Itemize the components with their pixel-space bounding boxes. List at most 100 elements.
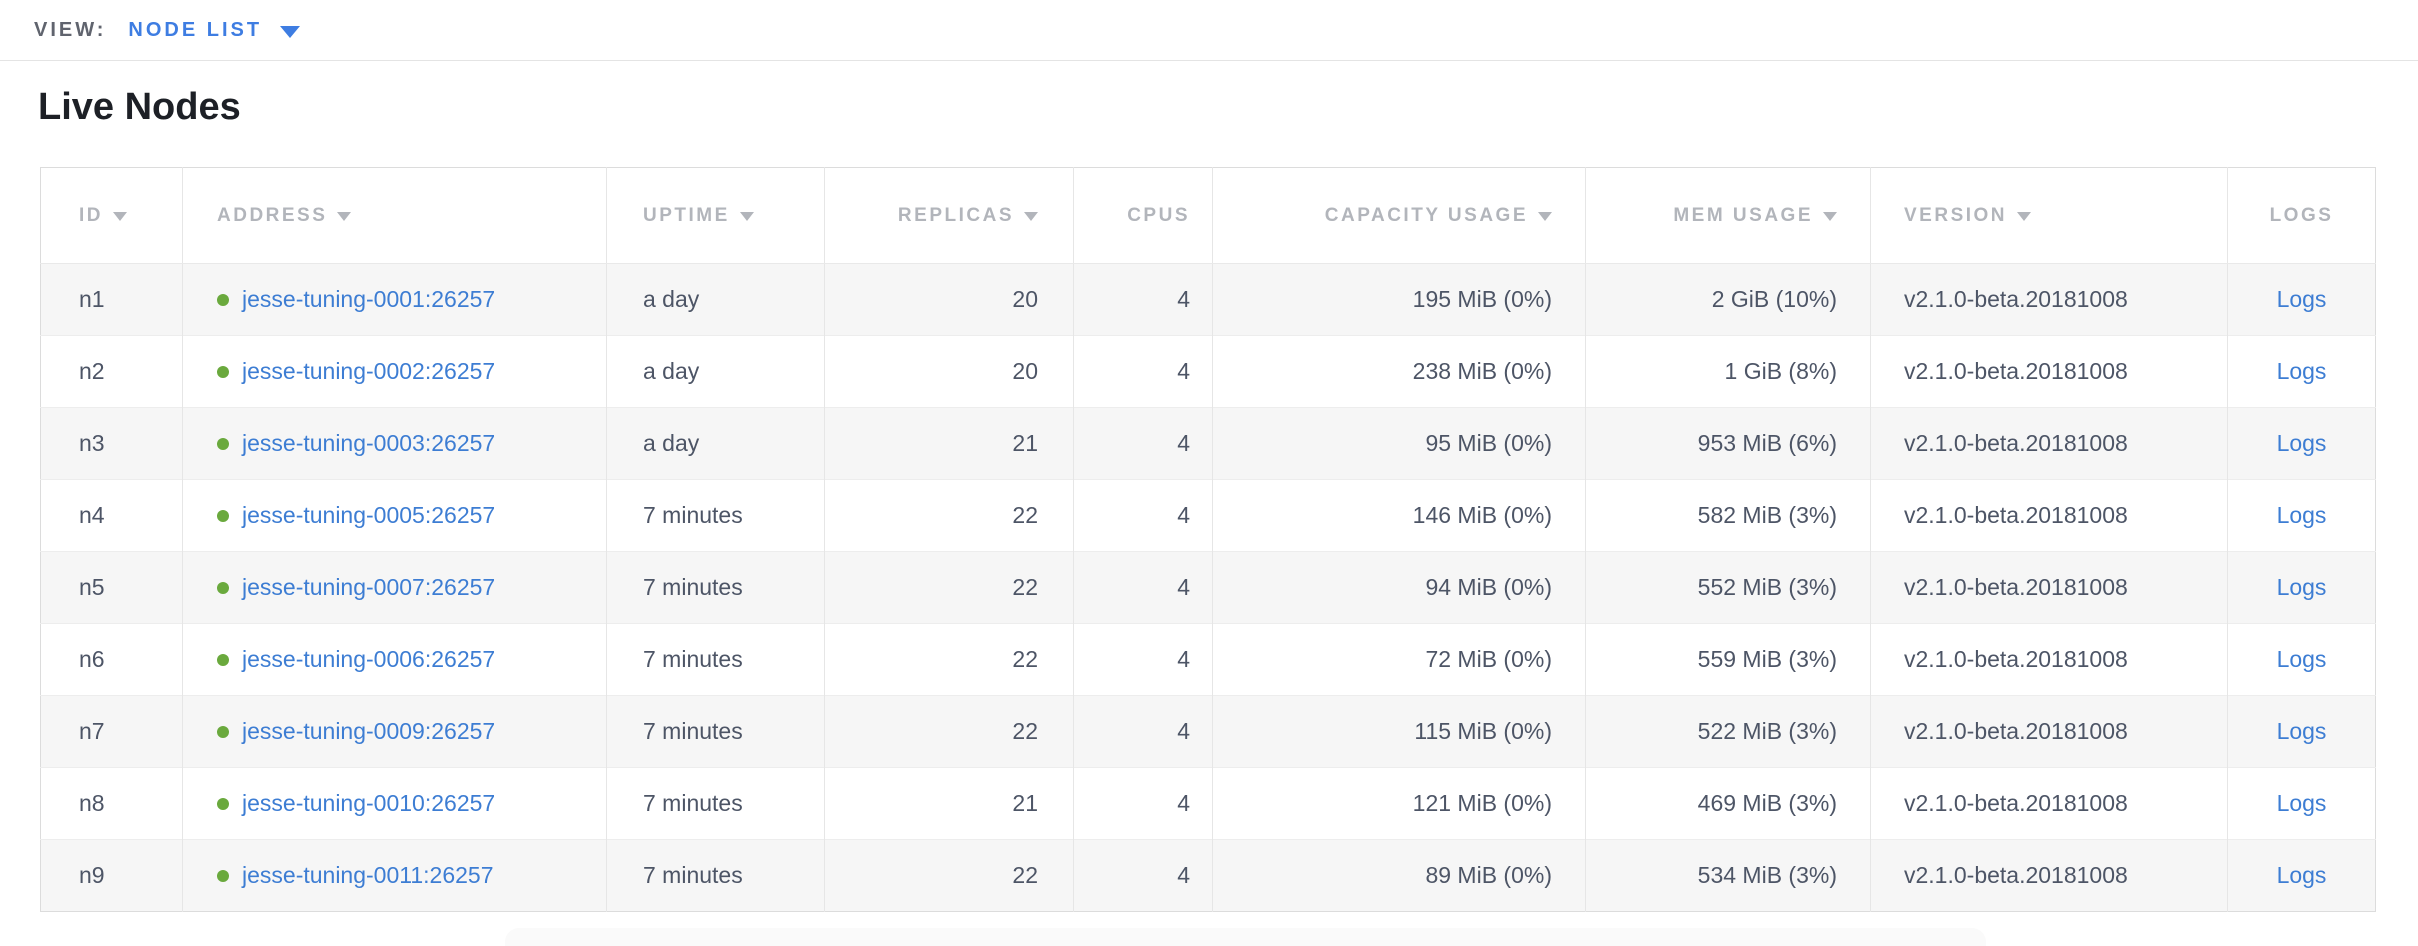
node-version: v2.1.0-beta.20181008: [1904, 502, 2128, 528]
node-id: n2: [79, 358, 105, 384]
node-cpus: 4: [1177, 286, 1190, 312]
table-row: n7 jesse-tuning-0009:26257 7 minutes 22 4 115…: [40, 695, 2376, 768]
node-mem-usage: 582 MiB (3%): [1697, 502, 1837, 528]
node-address-link[interactable]: jesse-tuning-0003:26257: [242, 430, 496, 456]
node-capacity-usage: 238 MiB (0%): [1412, 358, 1552, 384]
node-live-status-icon: [217, 510, 229, 522]
column-header-id[interactable]: ID: [40, 167, 183, 264]
column-header-version[interactable]: VERSION: [1870, 167, 2228, 264]
live-nodes-table: ID ADDRESS UPTIME REPLICAS CPUS CAPACITY USAG…: [40, 167, 2376, 912]
column-header-replicas[interactable]: REPLICAS: [824, 167, 1074, 264]
node-replicas: 22: [1012, 502, 1038, 528]
node-cpus: 4: [1177, 646, 1190, 672]
page-title: Live Nodes: [38, 86, 241, 128]
node-replicas: 20: [1012, 286, 1038, 312]
sort-arrow-icon: [1823, 211, 1837, 221]
node-id: n6: [79, 646, 105, 672]
view-selected-value: NODE LIST: [128, 18, 263, 41]
node-logs-link[interactable]: Logs: [2276, 502, 2327, 528]
node-address-link[interactable]: jesse-tuning-0006:26257: [242, 646, 496, 672]
column-label: ID: [79, 204, 103, 226]
caret-down-icon: [280, 25, 301, 38]
node-live-status-icon: [217, 294, 229, 306]
column-header-capacity_usage[interactable]: CAPACITY USAGE: [1212, 167, 1586, 264]
column-header-cpus: CPUS: [1073, 167, 1213, 264]
node-address-link[interactable]: jesse-tuning-0005:26257: [242, 502, 496, 528]
node-replicas: 21: [1012, 790, 1038, 816]
node-id: n1: [79, 286, 105, 312]
node-logs-link[interactable]: Logs: [2276, 646, 2327, 672]
bottom-sheet-shadow: [505, 928, 1986, 946]
node-uptime: 7 minutes: [643, 502, 743, 528]
table-row: n9 jesse-tuning-0011:26257 7 minutes 22 4 89 …: [40, 839, 2376, 912]
node-version: v2.1.0-beta.20181008: [1904, 646, 2128, 672]
node-cpus: 4: [1177, 358, 1190, 384]
node-address-link[interactable]: jesse-tuning-0009:26257: [242, 718, 496, 744]
node-capacity-usage: 195 MiB (0%): [1412, 286, 1552, 312]
node-version: v2.1.0-beta.20181008: [1904, 574, 2128, 600]
node-version: v2.1.0-beta.20181008: [1904, 430, 2128, 456]
node-logs-link[interactable]: Logs: [2276, 286, 2327, 312]
column-header-uptime[interactable]: UPTIME: [606, 167, 825, 264]
node-version: v2.1.0-beta.20181008: [1904, 862, 2128, 888]
column-header-address[interactable]: ADDRESS: [182, 167, 607, 264]
node-logs-link[interactable]: Logs: [2276, 862, 2327, 888]
node-version: v2.1.0-beta.20181008: [1904, 718, 2128, 744]
node-logs-link[interactable]: Logs: [2276, 358, 2327, 384]
column-label: CPUS: [1127, 204, 1190, 226]
node-live-status-icon: [217, 726, 229, 738]
node-cpus: 4: [1177, 430, 1190, 456]
column-label: ADDRESS: [217, 204, 328, 226]
column-label: REPLICAS: [897, 204, 1014, 226]
node-logs-link[interactable]: Logs: [2276, 790, 2327, 816]
node-live-status-icon: [217, 582, 229, 594]
node-live-status-icon: [217, 798, 229, 810]
node-id: n3: [79, 430, 105, 456]
node-mem-usage: 469 MiB (3%): [1697, 790, 1837, 816]
node-cpus: 4: [1177, 718, 1190, 744]
view-selector-dropdown[interactable]: NODE LIST: [128, 18, 301, 42]
node-capacity-usage: 121 MiB (0%): [1412, 790, 1552, 816]
view-bar: VIEW: NODE LIST: [0, 0, 2418, 61]
node-cpus: 4: [1177, 502, 1190, 528]
live-nodes-table-container: ID ADDRESS UPTIME REPLICAS CPUS CAPACITY USAG…: [40, 167, 2378, 912]
node-uptime: 7 minutes: [643, 790, 743, 816]
node-logs-link[interactable]: Logs: [2276, 574, 2327, 600]
node-id: n8: [79, 790, 105, 816]
node-capacity-usage: 115 MiB (0%): [1414, 718, 1552, 744]
table-row: n8 jesse-tuning-0010:26257 7 minutes 21 4 121…: [40, 767, 2376, 840]
node-logs-link[interactable]: Logs: [2276, 718, 2327, 744]
node-address-link[interactable]: jesse-tuning-0010:26257: [242, 790, 496, 816]
node-address-link[interactable]: jesse-tuning-0007:26257: [242, 574, 496, 600]
node-version: v2.1.0-beta.20181008: [1904, 286, 2128, 312]
node-logs-link[interactable]: Logs: [2276, 430, 2327, 456]
node-id: n5: [79, 574, 105, 600]
sort-arrow-icon: [739, 211, 754, 221]
sort-arrow-icon: [337, 211, 352, 221]
node-address-link[interactable]: jesse-tuning-0002:26257: [242, 358, 496, 384]
sort-arrow-icon: [1538, 211, 1552, 221]
column-header-mem_usage[interactable]: MEM USAGE: [1585, 167, 1871, 264]
sort-arrow-icon: [2017, 211, 2032, 221]
node-cpus: 4: [1177, 574, 1190, 600]
node-replicas: 20: [1012, 358, 1038, 384]
node-address-link[interactable]: jesse-tuning-0011:26257: [242, 862, 494, 888]
node-address-link[interactable]: jesse-tuning-0001:26257: [242, 286, 496, 312]
table-row: n6 jesse-tuning-0006:26257 7 minutes 22 4 72 …: [40, 623, 2376, 696]
node-uptime: 7 minutes: [643, 718, 743, 744]
node-live-status-icon: [217, 438, 229, 450]
node-uptime: 7 minutes: [643, 646, 743, 672]
node-uptime: 7 minutes: [643, 862, 743, 888]
node-id: n7: [79, 718, 105, 744]
view-label: VIEW:: [34, 18, 107, 41]
node-capacity-usage: 146 MiB (0%): [1412, 502, 1552, 528]
column-label: MEM USAGE: [1673, 204, 1813, 226]
column-label: CAPACITY USAGE: [1324, 204, 1528, 226]
node-mem-usage: 953 MiB (6%): [1697, 430, 1837, 456]
table-body: n1 jesse-tuning-0001:26257 a day 20 4 195 MiB…: [40, 263, 2376, 912]
node-live-status-icon: [217, 654, 229, 666]
node-version: v2.1.0-beta.20181008: [1904, 358, 2128, 384]
node-mem-usage: 522 MiB (3%): [1697, 718, 1837, 744]
sort-arrow-icon: [113, 211, 127, 221]
node-live-status-icon: [217, 870, 229, 882]
